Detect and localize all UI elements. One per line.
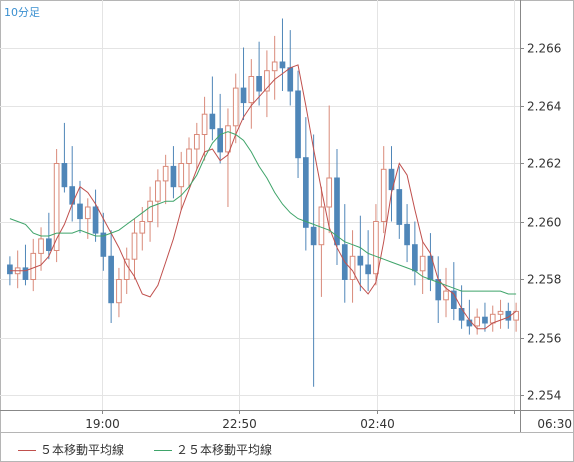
ma25-line	[9, 131, 517, 295]
candle-body	[61, 163, 68, 188]
x-axis: 19:00 22:50 02:40 06:30	[85, 410, 572, 431]
y-tick-label: 2.256	[527, 332, 561, 346]
y-tick-label: 2.266	[527, 42, 561, 56]
candle-body	[474, 316, 481, 327]
candle-body	[131, 232, 138, 260]
y-tick-label: 2.258	[527, 273, 561, 287]
candle-body	[193, 134, 200, 150]
candle-body	[108, 255, 114, 304]
candle-body	[7, 264, 13, 275]
candle-body	[365, 264, 371, 275]
candle-body	[373, 221, 379, 275]
candle-body	[240, 87, 247, 104]
candle-body	[396, 189, 403, 225]
candle-body	[271, 61, 278, 72]
candle-body	[84, 206, 91, 220]
candle-body	[139, 221, 146, 234]
y-tick-label: 2.254	[527, 389, 561, 403]
y-tick-label: 2.260	[527, 216, 561, 230]
candle-body	[30, 252, 37, 280]
candle-body	[100, 232, 107, 257]
candle-body	[357, 255, 364, 266]
candle-body	[170, 165, 177, 188]
candle-body	[186, 148, 192, 164]
candle-body	[45, 238, 52, 251]
legend-label-ma5: ５本移動平均線	[40, 443, 125, 457]
candle-body	[349, 255, 356, 280]
candle-body	[147, 200, 153, 222]
x-tick-label: 22:50	[222, 417, 257, 431]
candle-body	[287, 67, 294, 92]
candle-body	[419, 255, 426, 272]
candle-body	[232, 87, 239, 127]
moving-average-lines	[9, 64, 517, 330]
x-tick-label: 06:30	[537, 417, 572, 431]
candle-body	[310, 226, 317, 246]
candle-body	[497, 310, 504, 315]
candle-body	[404, 223, 410, 246]
y-axis: 2.254 2.256 2.258 2.260 2.262 2.264 2.266	[520, 42, 561, 403]
candle-body	[264, 70, 270, 92]
candle-body	[489, 313, 496, 324]
candles	[7, 18, 519, 387]
legend-item-ma5: ５本移動平均線	[18, 441, 124, 458]
x-tick-label: 02:40	[360, 417, 395, 431]
candle-body	[162, 165, 169, 182]
candle-body	[466, 319, 473, 327]
legend-swatch-ma5	[18, 450, 36, 451]
legend-item-ma25: ２５本移動平均線	[154, 441, 272, 458]
y-tick-label: 2.264	[527, 100, 561, 114]
y-tick-label: 2.262	[527, 157, 561, 171]
candle-body	[155, 180, 161, 202]
candle-body	[450, 290, 457, 310]
legend-label-ma25: ２５本移動平均線	[176, 443, 273, 457]
candle-body	[279, 61, 286, 69]
candle-body	[256, 76, 262, 92]
legend-swatch-ma25	[154, 450, 172, 451]
ma5-line	[9, 64, 517, 330]
x-tick-label: 19:00	[85, 417, 120, 431]
candle-body	[302, 157, 309, 228]
candle-body	[225, 125, 231, 153]
candle-body	[116, 279, 122, 304]
candle-body	[201, 113, 208, 135]
candle-body	[380, 168, 387, 223]
candle-body	[443, 290, 449, 301]
candle-body	[178, 163, 185, 188]
candle-body	[318, 206, 325, 246]
candle-body	[295, 90, 301, 159]
candle-body	[77, 203, 83, 220]
candle-body	[334, 177, 340, 246]
candle-body	[38, 238, 44, 254]
candle-body	[248, 76, 255, 104]
candle-body	[326, 177, 333, 208]
candle-body	[217, 128, 224, 153]
grid	[0, 0, 574, 432]
legend: ５本移動平均線 ２５本移動平均線	[0, 432, 574, 462]
candle-body	[92, 206, 99, 234]
candle-body	[482, 316, 488, 324]
candle-body	[513, 310, 519, 321]
period-label: 10分足	[4, 6, 40, 19]
candle-body	[412, 244, 418, 272]
candle-body	[388, 168, 395, 191]
candle-body	[53, 163, 60, 251]
candle-body	[22, 267, 29, 280]
candle-body	[209, 113, 216, 130]
